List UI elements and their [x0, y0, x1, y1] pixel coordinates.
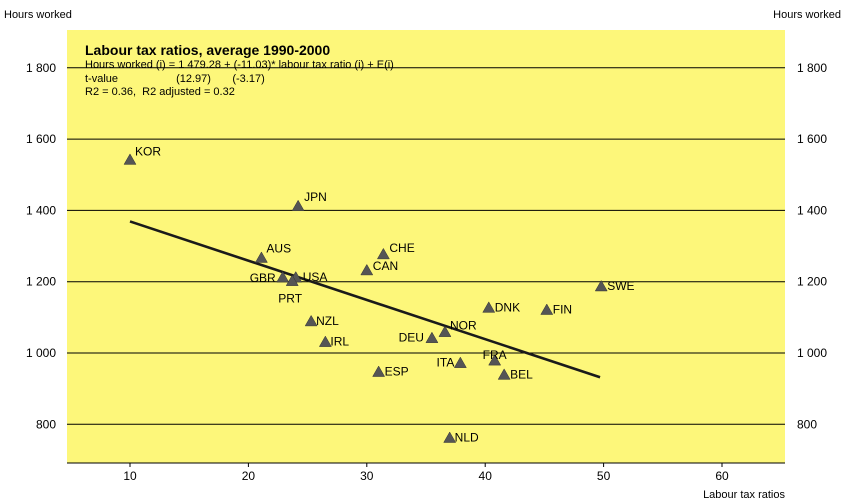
data-point-label: NOR — [450, 319, 477, 333]
y-tick-label-left: 1 600 — [26, 132, 56, 146]
data-point-marker — [376, 247, 390, 260]
data-point-marker — [425, 331, 439, 343]
data-point-label: BEL — [510, 367, 533, 381]
data-point-marker — [291, 199, 305, 212]
data-point-marker — [497, 368, 511, 380]
y-tick-label-right: 1 400 — [797, 203, 827, 217]
data-point-marker — [443, 431, 457, 443]
data-point-label: DNK — [495, 300, 520, 314]
data-point-label: PRT — [278, 292, 302, 306]
data-point-marker — [360, 263, 374, 276]
t-value-line: t-value (12.97) (-3.17) — [85, 72, 265, 85]
data-point-label: FIN — [553, 303, 572, 317]
y-tick-label-left: 1 400 — [26, 203, 56, 217]
y-tick-label-right: 1 200 — [797, 275, 827, 289]
regression-stats-box: Labour tax ratios, average 1990-2000 Hou… — [85, 42, 394, 100]
y-tick-label-right: 1 000 — [797, 346, 827, 360]
r-squared-line: R2 = 0.36, R2 adjusted = 0.32 — [85, 86, 235, 98]
data-point-marker — [285, 274, 299, 286]
regression-line — [129, 220, 601, 379]
data-point-marker — [594, 279, 608, 292]
data-point-marker — [254, 251, 268, 263]
y-axis-title-right: Hours worked — [773, 9, 841, 21]
x-tick-label: 40 — [479, 469, 493, 483]
data-point-marker — [488, 354, 502, 366]
data-point-marker — [304, 314, 318, 327]
data-point-label: SWE — [607, 279, 634, 293]
x-axis-title: Labour tax ratios — [703, 489, 785, 501]
data-point-marker — [438, 325, 452, 337]
data-point-label: CHE — [389, 241, 414, 255]
data-point-marker — [318, 335, 332, 347]
y-tick-label-left: 1 800 — [26, 61, 56, 75]
data-point-label: AUS — [266, 241, 291, 255]
data-point-label: DEU — [399, 331, 424, 345]
data-point-label: ITA — [437, 356, 455, 370]
data-point-marker — [276, 271, 290, 283]
chart-title: Labour tax ratios, average 1990-2000 — [85, 42, 331, 58]
x-tick-label: 30 — [360, 469, 374, 483]
y-axis-title-left: Hours worked — [4, 9, 72, 21]
data-point-label: FRA — [483, 348, 507, 362]
y-tick-label-right: 1 600 — [797, 132, 827, 146]
y-tick-label-right: 1 800 — [797, 61, 827, 75]
data-point-label: NLD — [455, 430, 479, 444]
data-point-label: USA — [303, 270, 328, 284]
data-point-marker — [123, 153, 137, 165]
data-point-marker — [482, 301, 496, 313]
x-tick-label: 10 — [123, 469, 137, 483]
x-tick-label: 50 — [597, 469, 611, 483]
x-tick-label: 60 — [715, 469, 729, 483]
y-tick-label-left: 800 — [36, 417, 56, 431]
data-point-marker — [372, 365, 386, 377]
y-tick-label-right: 800 — [797, 417, 817, 431]
data-point-label: CAN — [373, 259, 398, 273]
y-tick-label-left: 1 000 — [26, 346, 56, 360]
data-point-label: NZL — [316, 314, 339, 328]
data-point-label: JPN — [304, 190, 327, 204]
regression-equation: Hours worked (i) = 1 479.28 + (-11.03)* … — [85, 59, 394, 71]
data-point-label: ESP — [385, 365, 409, 379]
data-point-label: GBR — [250, 271, 276, 285]
data-point-label: IRL — [330, 335, 349, 349]
plot-area — [67, 30, 785, 463]
data-point-marker — [453, 356, 467, 368]
data-point-label: KOR — [135, 144, 161, 158]
data-point-marker — [540, 303, 554, 315]
x-tick-label: 20 — [242, 469, 256, 483]
y-tick-label-left: 1 200 — [26, 275, 56, 289]
